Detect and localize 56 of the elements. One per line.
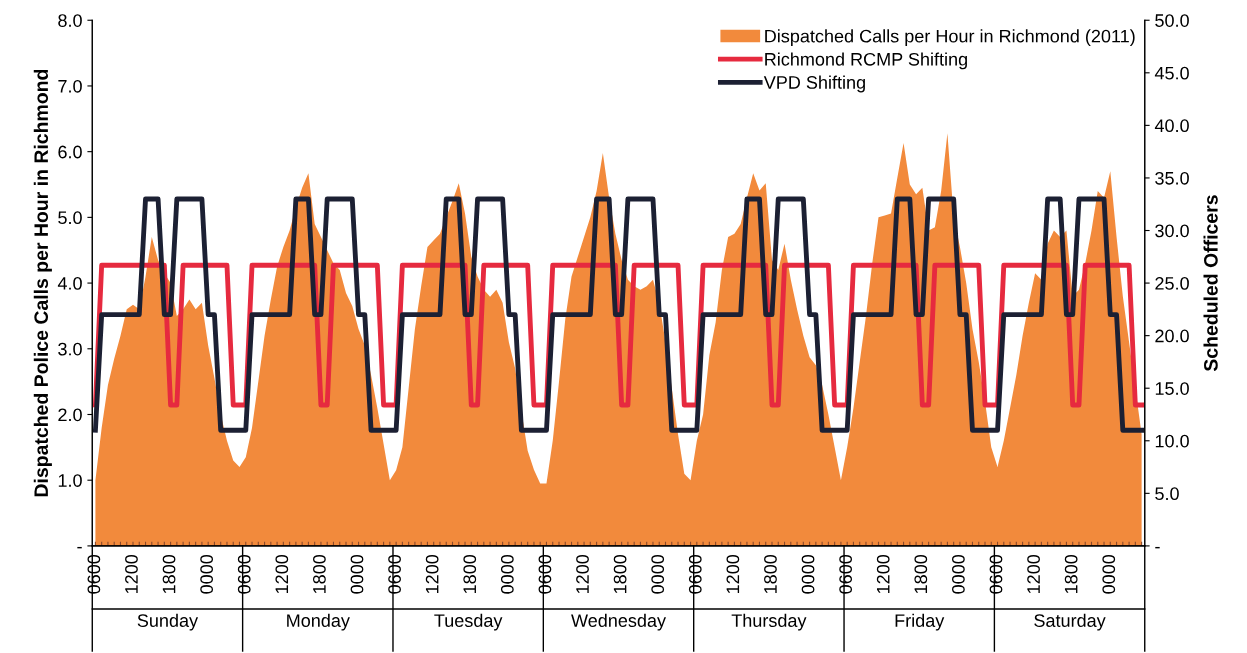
x-tick-label: 1200	[275, 554, 289, 594]
y-tick-label: -	[77, 546, 82, 549]
x-tick-label: 0000	[801, 554, 815, 594]
y-tick-label: 2.0	[58, 408, 82, 422]
y2-tick-label: -	[1155, 546, 1160, 549]
x-tick-label: 0600	[839, 554, 853, 594]
x-tick-label: 1200	[726, 554, 740, 594]
legend-label: Dispatched Calls per Hour in Richmond (2011)	[765, 29, 1135, 47]
text: Friday	[895, 613, 945, 631]
x-tick-label: 1200	[876, 554, 890, 594]
text: Saturday	[1034, 613, 1106, 631]
y-tick-label: 7.0	[58, 79, 82, 93]
text: Monday	[287, 613, 350, 631]
y2-tick-label: 35.0	[1155, 171, 1189, 185]
x-tick-label: 0000	[200, 554, 214, 594]
x-tick-label: 0000	[500, 554, 514, 594]
legend-label: Richmond RCMP Shifting	[765, 52, 967, 70]
x-tick-label: 1800	[613, 554, 627, 594]
y2-tick-label: 45.0	[1154, 66, 1189, 80]
x-tick-label: 0000	[350, 554, 364, 594]
x-tick-label: 1800	[914, 554, 928, 594]
y2-tick-label: 40.0	[1154, 119, 1189, 133]
x-tick-label: 0600	[388, 554, 401, 594]
y-tick-label: 1.0	[58, 474, 82, 487]
y2-tick-label: 50.0	[1155, 14, 1189, 27]
y-axis-title: Dispatched Police Calls per Hour in Richmond	[33, 69, 52, 497]
x-tick-label: 1800	[463, 554, 477, 594]
y2-tick-label: 5.0	[1155, 487, 1179, 501]
legend-label: VPD Shifting	[763, 75, 865, 93]
x-tick-label: 1200	[125, 554, 138, 594]
x-tick-label: 1200	[576, 554, 589, 594]
y-tick-label: 6.0	[58, 145, 82, 159]
text: Thursday	[731, 613, 807, 631]
x-tick-label: 1800	[162, 554, 176, 594]
x-tick-label: 0600	[87, 554, 101, 594]
x-tick-label: 1200	[1027, 554, 1040, 594]
y2-axis-title: Scheduled Officers	[1203, 195, 1218, 372]
y2-tick-label: 30.0	[1155, 224, 1189, 238]
y-tick-label: 4.0	[57, 277, 82, 290]
x-tick-label: 0000	[952, 554, 965, 594]
x-tick-label: 1200	[425, 554, 439, 594]
text: Tuesday	[434, 613, 503, 631]
text: Sunday	[137, 613, 199, 631]
y-tick-label: 8.0	[58, 14, 82, 27]
x-tick-label: 0000	[1102, 554, 1116, 594]
y2-tick-label: 15.0	[1155, 382, 1189, 395]
y-tick-label: 5.0	[58, 211, 82, 225]
x-tick-label: 1800	[1064, 554, 1078, 594]
x-tick-label: 1800	[764, 554, 777, 594]
text: Wednesday	[571, 613, 666, 631]
x-tick-label: 0000	[651, 554, 665, 594]
y-tick-label: 3.0	[58, 342, 82, 356]
x-tick-label: 1800	[313, 554, 326, 594]
y2-tick-label: 25.0	[1155, 277, 1189, 290]
y2-tick-label: 20.0	[1155, 329, 1189, 343]
y2-tick-label: 10.0	[1155, 434, 1189, 448]
